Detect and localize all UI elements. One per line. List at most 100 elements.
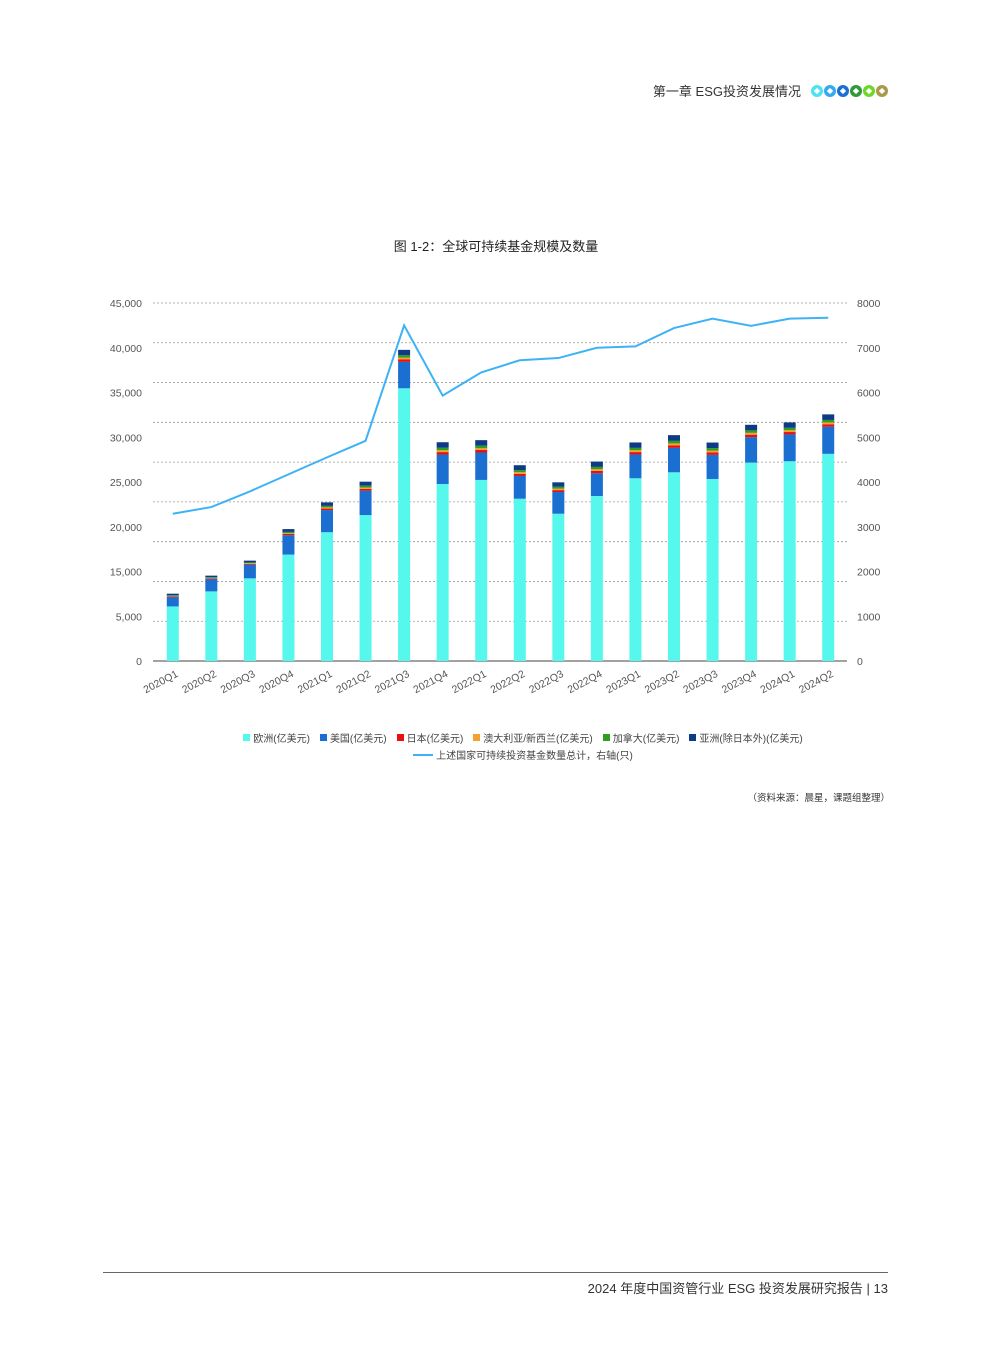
legend-item: 亚洲(除日本外)(亿美元) [689, 730, 803, 745]
bar-segment [513, 465, 526, 471]
bar-segment [745, 432, 758, 435]
source-note: （资料来源：晨星，课题组整理） [747, 793, 890, 804]
bar-segment [745, 434, 758, 438]
legend-swatch [243, 734, 251, 741]
chapter-title: 第一章 ESG投资发展情况 [652, 84, 801, 99]
bar-segment [783, 461, 796, 661]
left-axis-tick-label: 45,000 [110, 298, 142, 310]
decorative-dots-icon [811, 84, 888, 97]
bar-segment [783, 432, 796, 435]
bar-segment [475, 445, 488, 449]
x-axis-tick-label: 2024Q2 [797, 668, 836, 696]
legend-label: 欧洲(亿美元) [253, 734, 310, 745]
dot-icon [876, 84, 888, 97]
fund-count-line [172, 316, 829, 515]
bar-segment [706, 442, 719, 449]
bar-segment [166, 595, 179, 596]
x-axis-tick-label: 2021Q2 [334, 668, 373, 696]
bar-segment [205, 591, 218, 661]
bar-segment [166, 593, 179, 596]
bar-segment [359, 485, 372, 488]
x-axis-tick-label: 2020Q3 [219, 668, 258, 696]
left-axis-tick-label: 40,000 [110, 343, 142, 355]
left-axis-tick-label: 35,000 [110, 388, 142, 400]
bar-segment [629, 452, 642, 455]
bar-segment [513, 473, 526, 476]
legend-label: 澳大利亚/新西兰(亿美元) [483, 734, 593, 745]
bar-segment [552, 486, 565, 489]
bar-segment [166, 596, 179, 598]
bar-segment [822, 424, 835, 427]
bar-segment [475, 448, 488, 451]
bar-segment [398, 355, 411, 358]
bar-segment [359, 487, 372, 489]
bar-segment [629, 454, 642, 479]
bar-segment [475, 450, 488, 453]
legend-item: 欧洲(亿美元) [243, 730, 310, 745]
bar-segment [398, 388, 411, 661]
bar-segment [783, 427, 796, 431]
legend-item: 加拿大(亿美元) [602, 730, 679, 745]
bar-segment [552, 488, 565, 491]
dot-icon [850, 84, 862, 97]
right-axis-tick-label: 5000 [857, 432, 881, 444]
bar-segment [359, 488, 372, 491]
x-axis-tick-label: 2023Q2 [643, 668, 682, 696]
bar-segment [243, 564, 256, 579]
bar-segment [436, 447, 449, 451]
bar-segment [513, 472, 526, 474]
bar-segment [590, 473, 603, 497]
dot-icon [811, 84, 823, 97]
bar-segment [166, 606, 179, 661]
bar-segment [783, 430, 796, 433]
legend-item: 美国(亿美元) [319, 730, 387, 745]
x-axis-tick-label: 2023Q1 [604, 668, 643, 696]
bar-segment [590, 461, 603, 467]
legend-item-line: 上述国家可持续投资基金数量总计，右轴(只) [413, 747, 633, 762]
bar-segment [668, 435, 680, 441]
left-axis-tick-label: 0 [136, 656, 142, 668]
bar-segment [436, 483, 449, 661]
bar-segment [359, 515, 372, 661]
bar-segment [166, 597, 179, 607]
bar-segment [359, 481, 372, 486]
bar-segment [706, 452, 719, 455]
bar-segment [436, 450, 449, 453]
bar-segment [282, 535, 295, 555]
left-axis-tick-label: 15,000 [110, 567, 142, 579]
bar-segment [822, 419, 835, 423]
bar-segment [629, 478, 642, 661]
dot-icon [863, 84, 875, 97]
bar-segment [745, 437, 758, 463]
bar-segment [475, 479, 488, 661]
bar-segment [436, 452, 449, 455]
bar-segment [783, 422, 796, 428]
bar-segment [706, 450, 719, 453]
chart: 0 5,000 15,000 20,000 25,000 30,000 35,000 40,0… [110, 298, 881, 696]
bar-segment [552, 482, 565, 487]
page-number: 13 [873, 1281, 888, 1296]
bar-segment [745, 424, 758, 431]
bar-segment [436, 442, 449, 448]
bar-segment [668, 443, 680, 446]
dot-icon [837, 84, 849, 97]
chart-legend-line: 上述国家可持续投资基金数量总计，右轴(只) [0, 747, 992, 762]
dot-icon [824, 84, 836, 97]
report-title: 2024 年度中国资管行业 ESG 投资发展研究报告 [587, 1281, 863, 1296]
bar-segment [822, 426, 835, 454]
bar-segment [668, 447, 680, 473]
bar-segment [552, 490, 565, 493]
bar-segment [475, 440, 488, 446]
bar-segment [282, 529, 295, 532]
bar-segment [513, 470, 526, 473]
bar-segment [822, 422, 835, 425]
bar-segment [398, 361, 411, 389]
bar-segment [205, 577, 218, 578]
x-axis-tick-label: 2022Q2 [489, 668, 528, 696]
right-axis-tick-label: 7000 [857, 343, 881, 355]
x-axis-tick-label: 2023Q4 [720, 668, 759, 696]
bar-segment [398, 357, 411, 360]
bar-segment [243, 563, 256, 564]
bar-segment [205, 575, 218, 578]
bar-segment [513, 498, 526, 661]
